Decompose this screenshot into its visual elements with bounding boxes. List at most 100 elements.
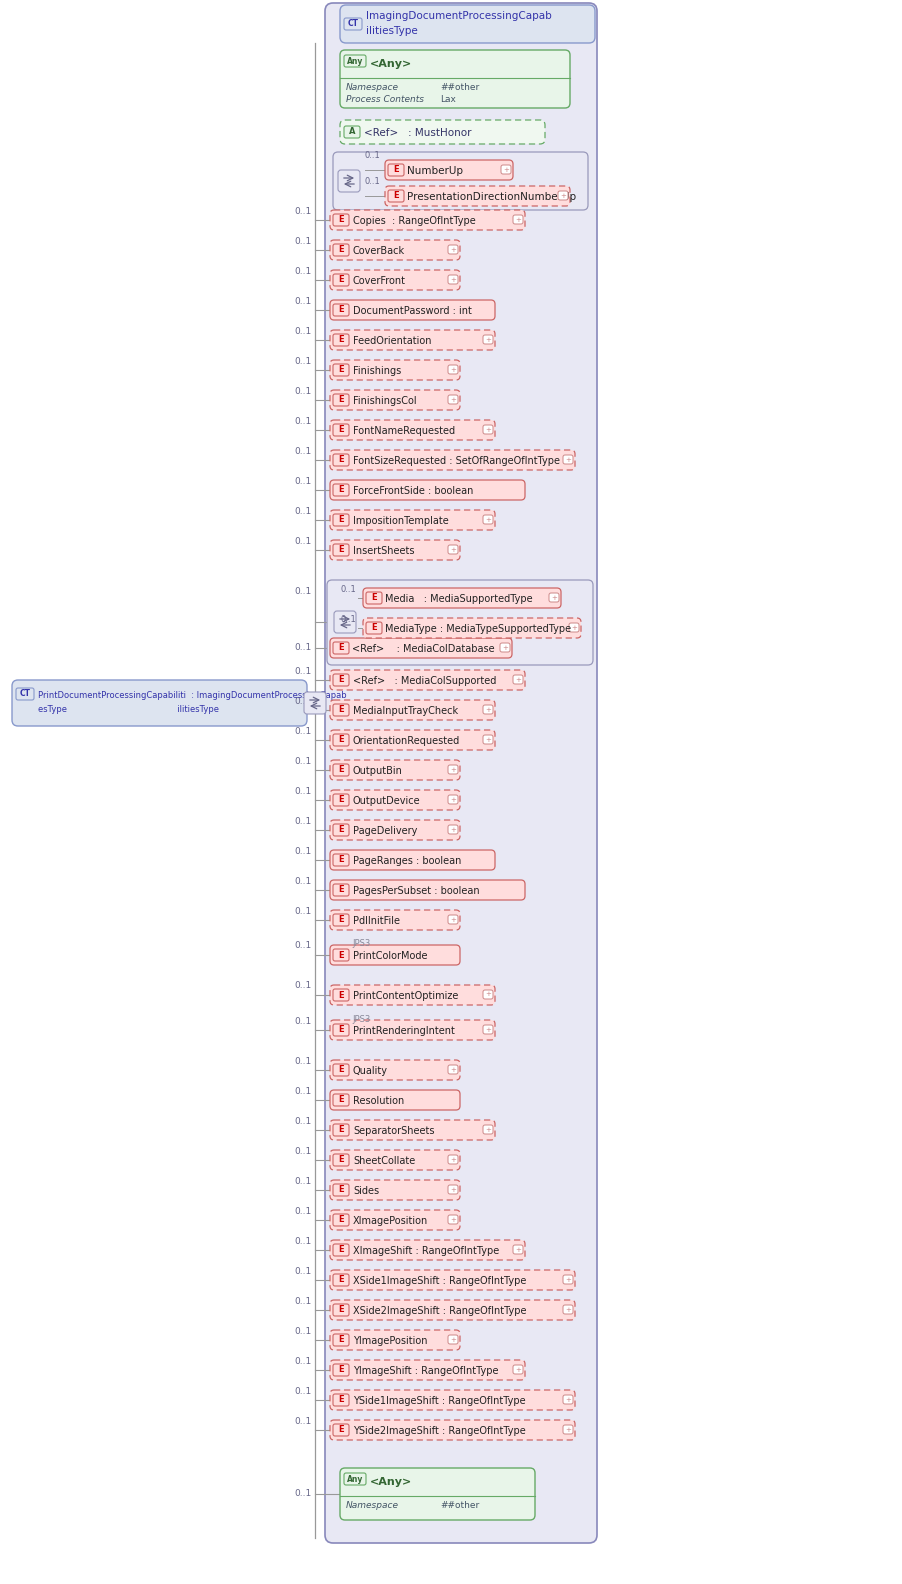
Text: +: + (449, 1066, 456, 1072)
Text: +: + (449, 1217, 456, 1223)
Text: E: E (338, 426, 344, 434)
Text: E: E (338, 1215, 344, 1224)
Text: E: E (338, 795, 344, 805)
Text: 0..1: 0..1 (294, 1237, 312, 1245)
Text: 0..1: 0..1 (294, 846, 312, 855)
FancyBboxPatch shape (329, 1391, 575, 1410)
FancyBboxPatch shape (333, 513, 348, 526)
Text: E: E (338, 765, 344, 775)
Text: SheetCollate: SheetCollate (353, 1156, 415, 1166)
Text: 0..1: 0..1 (294, 537, 312, 545)
Text: OutputBin: OutputBin (353, 767, 402, 776)
Text: 0..1: 0..1 (294, 1489, 312, 1498)
Text: E: E (338, 456, 344, 464)
FancyBboxPatch shape (333, 1023, 348, 1036)
Text: +: + (565, 1307, 570, 1313)
Text: E: E (338, 1305, 344, 1315)
Text: 0..1: 0..1 (294, 236, 312, 246)
Text: CoverFront: CoverFront (353, 276, 406, 287)
Text: Resolution: Resolution (353, 1096, 404, 1106)
FancyBboxPatch shape (329, 480, 524, 501)
Text: 0..1: 0..1 (340, 584, 355, 594)
FancyBboxPatch shape (447, 916, 457, 923)
FancyBboxPatch shape (340, 51, 569, 108)
FancyBboxPatch shape (333, 675, 348, 686)
FancyBboxPatch shape (333, 988, 348, 1001)
Text: +: + (570, 624, 576, 630)
Text: PrintContentOptimize: PrintContentOptimize (353, 992, 458, 1001)
Text: <Ref>   : MustHonor: <Ref> : MustHonor (364, 128, 471, 138)
FancyBboxPatch shape (562, 1305, 573, 1315)
Text: FontNameRequested: FontNameRequested (353, 426, 455, 436)
Text: E: E (338, 1335, 344, 1345)
FancyBboxPatch shape (329, 1240, 524, 1259)
FancyBboxPatch shape (304, 692, 326, 714)
FancyBboxPatch shape (562, 455, 573, 464)
FancyBboxPatch shape (363, 588, 560, 608)
Text: 0..1: 0..1 (364, 150, 381, 160)
FancyBboxPatch shape (329, 1419, 575, 1440)
FancyBboxPatch shape (329, 510, 494, 531)
Text: PrintDocumentProcessingCapabiliti  : ImagingDocumentProcessingCapab: PrintDocumentProcessingCapabiliti : Imag… (38, 691, 346, 700)
FancyBboxPatch shape (388, 165, 403, 176)
FancyBboxPatch shape (363, 618, 580, 638)
FancyBboxPatch shape (333, 1125, 348, 1136)
Text: Sides: Sides (353, 1186, 379, 1196)
Text: CT: CT (347, 19, 358, 29)
Text: Finishings: Finishings (353, 366, 400, 375)
Text: 0..1: 0..1 (294, 1017, 312, 1025)
Text: MediaInputTrayCheck: MediaInputTrayCheck (353, 706, 457, 716)
FancyBboxPatch shape (562, 1426, 573, 1434)
Text: 0..1: 0..1 (294, 1207, 312, 1215)
FancyBboxPatch shape (333, 334, 348, 345)
FancyBboxPatch shape (500, 643, 510, 653)
FancyBboxPatch shape (333, 642, 348, 654)
Text: E: E (338, 1426, 344, 1435)
FancyBboxPatch shape (329, 241, 459, 260)
Text: +: + (514, 1367, 520, 1372)
FancyBboxPatch shape (512, 1245, 522, 1255)
FancyBboxPatch shape (384, 185, 569, 206)
Text: E: E (338, 705, 344, 714)
Text: +: + (502, 645, 507, 651)
Text: E: E (338, 1096, 344, 1104)
FancyBboxPatch shape (447, 795, 457, 805)
Text: E: E (338, 336, 344, 344)
FancyBboxPatch shape (501, 165, 511, 174)
Text: E: E (338, 486, 344, 494)
Text: 0..1: 0..1 (294, 1296, 312, 1305)
FancyBboxPatch shape (340, 120, 545, 144)
Text: 0..1: 0..1 (294, 1177, 312, 1185)
Text: ilitiesType: ilitiesType (365, 25, 418, 36)
FancyBboxPatch shape (329, 1300, 575, 1319)
Text: E: E (338, 276, 344, 285)
Text: 0..1: 0..1 (294, 787, 312, 795)
Text: E: E (338, 366, 344, 374)
Text: 0..1: 0..1 (294, 667, 312, 675)
Text: JPS3: JPS3 (352, 939, 370, 949)
FancyBboxPatch shape (447, 1185, 457, 1194)
FancyBboxPatch shape (333, 214, 348, 227)
Text: PagesPerSubset : boolean: PagesPerSubset : boolean (353, 885, 479, 897)
FancyBboxPatch shape (333, 914, 348, 927)
FancyBboxPatch shape (333, 394, 348, 406)
FancyBboxPatch shape (329, 1060, 459, 1080)
FancyBboxPatch shape (329, 1150, 459, 1171)
Text: E: E (338, 1155, 344, 1164)
Text: E: E (338, 1126, 344, 1134)
Text: E: E (338, 643, 344, 653)
FancyBboxPatch shape (512, 675, 522, 684)
FancyBboxPatch shape (337, 169, 360, 192)
FancyBboxPatch shape (329, 269, 459, 290)
FancyBboxPatch shape (483, 1025, 492, 1034)
FancyBboxPatch shape (329, 670, 524, 691)
FancyBboxPatch shape (568, 623, 578, 632)
FancyBboxPatch shape (329, 299, 494, 320)
Text: +: + (484, 336, 491, 342)
Text: YImagePosition: YImagePosition (353, 1335, 427, 1346)
Text: XImagePosition: XImagePosition (353, 1217, 428, 1226)
Text: +: + (514, 217, 520, 222)
Text: PrintRenderingIntent: PrintRenderingIntent (353, 1026, 455, 1036)
FancyBboxPatch shape (333, 949, 348, 961)
Text: JPS3: JPS3 (352, 1014, 370, 1023)
